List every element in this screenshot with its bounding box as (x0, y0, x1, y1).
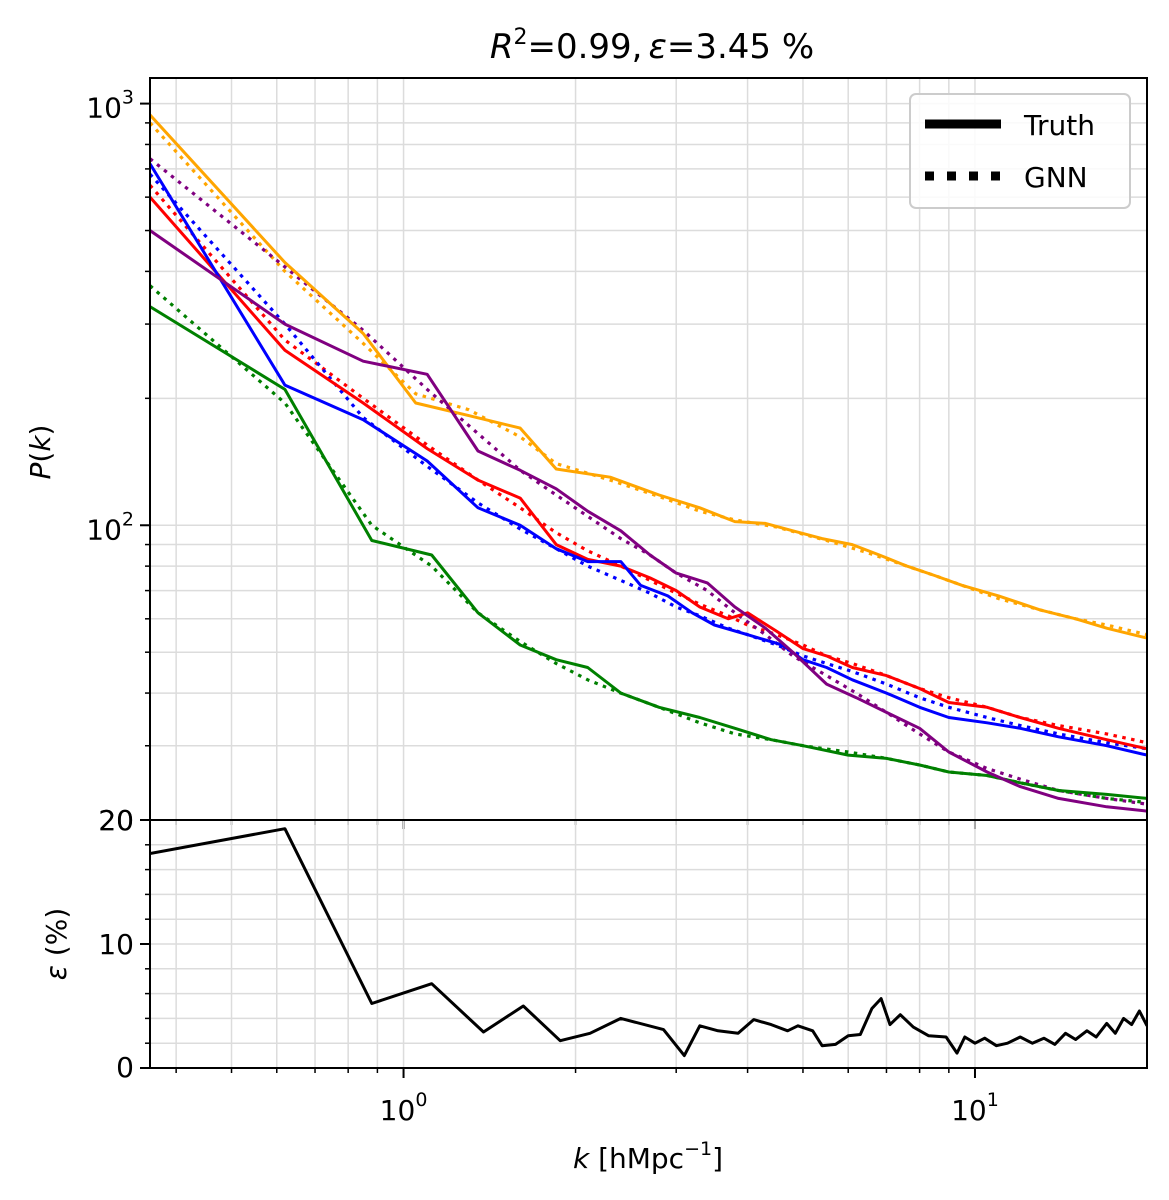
series-error (150, 827, 1147, 1058)
main-ytick-label: 20 (98, 804, 134, 837)
xlabel: k [hMpc−1] (573, 1138, 723, 1175)
series-orange-truth (150, 113, 1147, 640)
legend-gnn-label: GNN (1024, 161, 1088, 194)
xtick-label: 101 (951, 1089, 999, 1127)
residual-ytick-label: 0 (116, 1051, 134, 1084)
series-purple-gnn (150, 157, 1147, 806)
residual-panel: 0 10 20 100 101 (98, 804, 1148, 1127)
residual-plot-frame (149, 819, 1148, 1069)
main-axis-ticks: 103 102 20 (86, 87, 976, 837)
residual-ylabel: ε (%) (40, 908, 73, 981)
legend-truth-label: Truth (1023, 109, 1095, 142)
legend-box (909, 93, 1131, 209)
residual-ytick-label: 20 (98, 804, 134, 837)
main-ytick-label: 102 (86, 508, 134, 546)
series-purple-truth (150, 229, 1147, 813)
residual-ytick-label: 10 (98, 928, 134, 961)
xtick-label: 100 (380, 1089, 428, 1127)
series-blue-gnn (150, 173, 1147, 751)
series-red-gnn (150, 184, 1147, 745)
main-ylabel: P(k) (24, 425, 57, 480)
series-blue-truth (150, 163, 1147, 757)
main-panel: 103 102 20 (86, 77, 1148, 837)
chart-title: R2=0.99, ε=3.45 % (490, 25, 814, 67)
series-red-truth (150, 196, 1147, 751)
residual-grid (150, 820, 1147, 1068)
main-ytick-label: 103 (86, 87, 134, 125)
legend: Truth GNN (909, 93, 1131, 209)
residual-axis-ticks: 0 10 20 100 101 (98, 804, 998, 1127)
